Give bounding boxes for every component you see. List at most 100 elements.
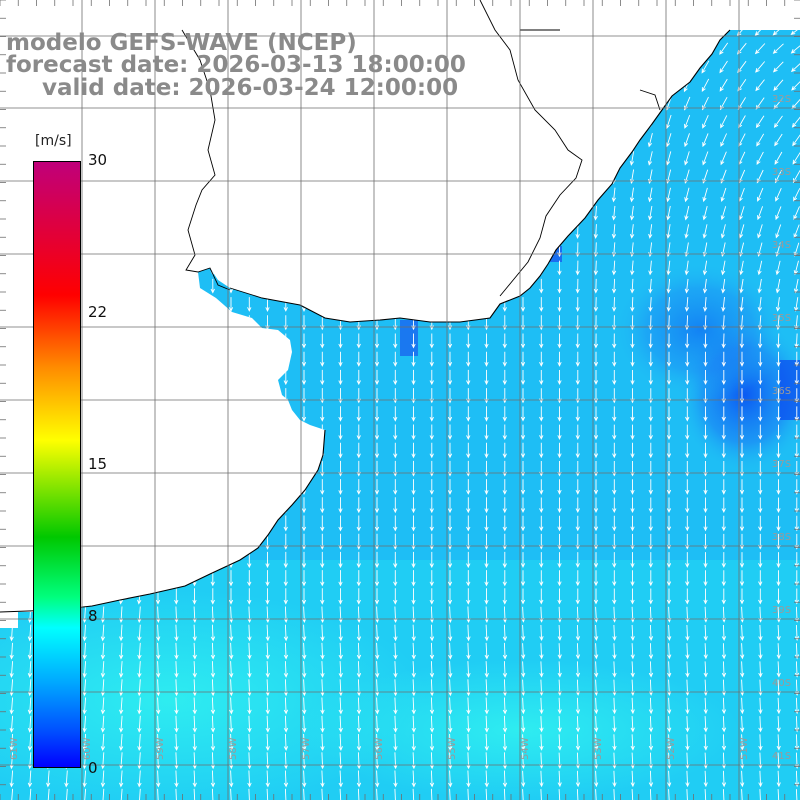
wind-arrow [429,497,434,514]
wind-arrow [611,187,616,203]
wind-arrow [593,370,599,386]
wind-arrow [247,661,252,678]
wind-arrow [593,515,599,532]
wind-arrow [375,697,380,715]
wind-arrow [630,552,635,568]
wind-arrow [611,278,617,294]
wind-arrow [302,624,307,642]
wind-arrow [210,770,216,788]
wind-arrow [137,733,142,752]
wind-arrow [594,661,599,678]
wind-arrow [229,733,234,752]
wind-arrow [466,406,471,422]
wind-arrow [684,260,689,276]
wind-arrow [502,733,508,752]
wind-arrow [9,661,14,678]
wind-arrow [411,606,416,624]
wind-arrow [375,733,380,752]
wind-arrow [283,642,289,660]
wind-arrow [521,770,526,788]
wind-arrow [629,205,635,221]
wind-arrow [210,624,216,642]
wind-arrow [247,606,252,624]
wind-arrow [466,788,471,800]
wind-arrow [82,624,87,642]
wind-arrow [520,515,526,532]
wind-arrow [793,188,800,202]
wind-arrow [703,424,708,440]
wind-arrow [575,661,581,678]
wind-arrow [739,588,745,605]
wind-arrow [719,60,728,74]
wind-arrow [703,770,708,788]
wind-arrow [520,442,526,459]
wind-arrow [739,406,745,422]
wind-arrow [502,770,508,788]
wind-arrow [320,406,325,422]
wind-arrow [557,588,562,605]
wind-arrow [755,61,766,73]
wind-arrow [630,424,635,440]
wind-arrow [338,369,343,386]
lon-label: 53W [593,737,604,760]
wind-arrow [338,497,343,514]
wind-arrow [502,697,508,715]
wind-arrow [648,406,653,422]
wind-arrow [702,278,708,294]
wind-arrow [794,370,799,386]
wind-arrow [429,515,434,532]
wind-arrow [9,733,14,752]
wind-arrow [484,351,489,367]
wind-arrow [703,515,708,532]
wind-arrow [338,733,343,752]
wind-arrow [466,661,471,678]
wind-arrow [466,752,471,770]
wind-arrow [448,624,453,642]
wind-arrow [174,715,179,733]
wind-arrow [758,697,763,715]
wind-arrow [448,679,453,697]
wind-arrow [502,406,507,422]
wind-arrow [229,679,234,697]
wind-arrow [375,606,380,624]
wind-arrow [502,715,508,733]
wind-arrow [393,424,398,441]
wind-arrow [721,570,726,587]
wind-arrow [502,333,507,349]
wind-arrow [630,351,635,367]
wind-arrow [612,624,617,642]
wind-arrow [648,661,654,678]
wind-arrow [302,770,307,788]
wind-arrow [229,661,234,678]
wind-arrow [776,734,781,751]
wind-arrow [247,752,252,770]
wind-arrow [666,205,671,221]
wind-arrow [721,278,726,294]
lat-label: 35S [772,313,791,324]
wind-arrow [593,260,598,276]
wind-arrow [447,369,453,386]
wind-arrow [630,624,635,642]
wind-arrow [575,351,580,367]
wind-arrow [137,770,142,788]
wind-arrow [356,642,362,660]
wind-arrow [776,552,781,568]
wind-arrow [429,424,434,441]
wind-arrow [283,679,289,697]
wind-arrow [775,278,781,294]
wind-arrow [648,734,654,751]
wind-arrow [466,697,471,715]
wind-arrow [667,789,672,800]
wind-arrow [247,679,252,697]
wind-arrow [666,333,672,349]
wind-arrow [484,424,489,441]
wind-arrow [703,479,708,495]
wind-arrow [375,715,380,733]
wind-arrow [647,151,653,166]
wind-arrow [356,551,361,569]
wind-arrow [721,297,726,312]
wind-arrow [356,661,362,678]
wind-arrow [27,715,33,733]
wind-arrow [520,406,526,422]
wind-arrow [667,770,672,788]
